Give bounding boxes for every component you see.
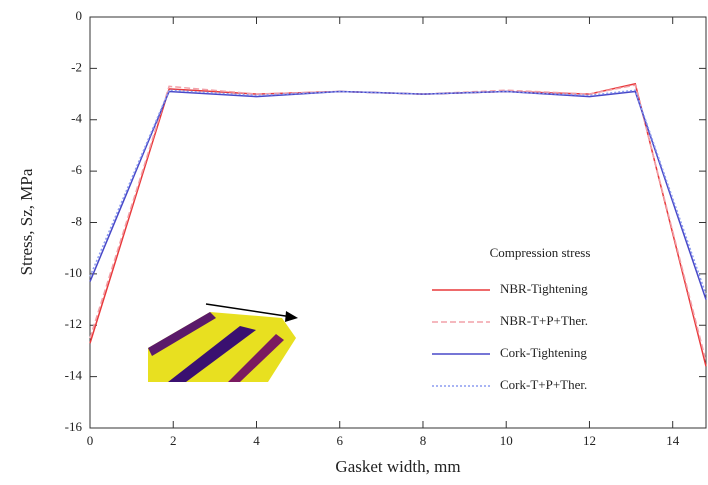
inset-arrow	[205, 303, 293, 318]
legend-label: NBR-Tightening	[500, 281, 588, 296]
y-tick-label: -16	[65, 419, 83, 434]
x-tick-label: 10	[500, 433, 513, 448]
series-line	[89, 84, 707, 362]
series-line	[89, 89, 707, 295]
y-tick-label: 0	[76, 8, 83, 23]
inset-gasket	[148, 303, 298, 382]
inset-arrow-head	[285, 311, 298, 322]
y-tick-label: -14	[65, 368, 83, 383]
y-tick-label: -6	[71, 162, 82, 177]
x-tick-label: 8	[420, 433, 427, 448]
x-tick-label: 4	[253, 433, 260, 448]
x-axis-label: Gasket width, mm	[335, 457, 460, 476]
x-tick-label: 2	[170, 433, 177, 448]
y-tick-label: -10	[65, 265, 82, 280]
x-tick-label: 12	[583, 433, 596, 448]
y-axis-label: Stress, Sz, MPa	[17, 168, 36, 275]
y-tick-label: -2	[71, 59, 82, 74]
legend-label: Cork-T+P+Ther.	[500, 377, 587, 392]
gasket-stripe	[148, 312, 216, 356]
y-tick-label: -12	[65, 316, 82, 331]
legend-label: Cork-Tightening	[500, 345, 587, 360]
gasket-stripe	[228, 334, 284, 382]
gasket-stripe	[168, 326, 256, 382]
y-tick-label: -4	[71, 111, 82, 126]
series-line	[89, 90, 707, 300]
x-tick-label: 14	[666, 433, 680, 448]
x-tick-label: 6	[336, 433, 343, 448]
x-tick-label: 0	[87, 433, 94, 448]
series-line	[89, 82, 707, 367]
legend-label: NBR-T+P+Ther.	[500, 313, 588, 328]
y-tick-label: -8	[71, 213, 82, 228]
legend-title: Compression stress	[490, 245, 591, 260]
